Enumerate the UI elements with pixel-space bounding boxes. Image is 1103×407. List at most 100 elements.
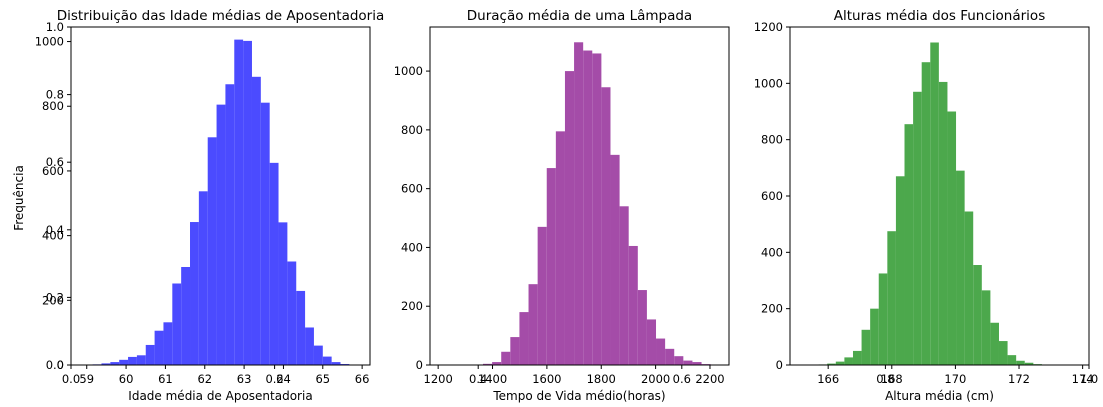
- x-tick-label-2-3: 1600: [532, 372, 561, 386]
- y-tick-label-3-6: 1000: [754, 76, 783, 90]
- y-tick-label-3-2: 200: [761, 302, 783, 316]
- overlay-y-tick-label-6: 1.0: [46, 20, 64, 34]
- histogram-bar-1-9: [163, 322, 173, 365]
- x-tick-label-1-6: 64: [276, 372, 291, 386]
- y-tick-label-2-1: 0: [416, 358, 423, 372]
- y-tick-label-3-4: 600: [761, 189, 783, 203]
- histogram-bar-2-6: [528, 284, 538, 365]
- histogram-bar-1-22: [278, 222, 288, 365]
- overlay-x-tick-label-3: 0.4: [469, 372, 487, 386]
- x-axis-label-3: Altura média (cm): [885, 389, 994, 403]
- x-tick-label-1-3: 61: [158, 372, 173, 386]
- figure-ylabel: Frequência: [12, 165, 26, 231]
- histogram-bar-3-4: [844, 357, 853, 365]
- overlay-x-tick-label-2: 0.2: [265, 372, 283, 386]
- histogram-bar-3-7: [870, 308, 879, 365]
- overlay-y-tick-label-1: 0.0: [46, 358, 64, 372]
- y-tick-label-1-2: 200: [42, 293, 64, 307]
- histogram-bar-2-14: [601, 87, 611, 366]
- y-tick-label-2-2: 200: [401, 299, 423, 313]
- x-tick-label-3-2: 168: [881, 372, 903, 386]
- histogram-bar-2-19: [646, 319, 657, 365]
- y-tick-label-3-1: 0: [776, 358, 783, 372]
- histogram-bar-1-10: [172, 283, 182, 365]
- y-tick-label-1-3: 400: [42, 229, 64, 243]
- histogram-bar-3-23: [1007, 355, 1017, 365]
- histogram-bar-3-9: [887, 231, 896, 365]
- histogram-bar-2-12: [583, 50, 593, 366]
- y-tick-label-1-5: 800: [42, 99, 64, 113]
- histogram-bar-1-4: [119, 359, 129, 365]
- overlay-x-tick-label-6: 1.0: [1080, 372, 1098, 386]
- histogram-bar-3-18: [964, 211, 974, 365]
- x-tick-label-1-5: 63: [237, 372, 252, 386]
- histogram-bar-1-17: [234, 39, 244, 366]
- x-tick-label-2-6: 2200: [695, 372, 724, 386]
- overlay-x-tick-label-1: 0.0: [62, 372, 80, 386]
- histogram-bar-2-21: [665, 348, 675, 365]
- histogram-bar-1-25: [305, 327, 314, 365]
- histogram-bar-2-18: [637, 290, 647, 365]
- histogram-bar-2-13: [592, 53, 602, 365]
- histogram-bar-1-11: [181, 266, 191, 365]
- histogram-bar-2-15: [610, 154, 620, 365]
- overlay-x-tick-label-4: 0.6: [673, 372, 691, 386]
- x-tick-label-1-1: 59: [79, 372, 94, 386]
- y-tick-label-2-3: 400: [401, 240, 423, 254]
- y-tick-label-3-5: 800: [761, 133, 783, 147]
- histogram-bar-1-13: [198, 191, 208, 365]
- y-tick-label-3-7: 1200: [754, 20, 783, 34]
- y-tick-label-1-6: 1000: [35, 35, 64, 49]
- x-tick-label-2-2: 1400: [478, 372, 507, 386]
- y-tick-label-2-6: 1000: [394, 64, 423, 78]
- histogram-bar-1-23: [287, 261, 297, 365]
- histogram-bar-3-21: [990, 322, 999, 365]
- histogram-bar-2-7: [537, 226, 547, 365]
- histogram-bar-1-7: [145, 344, 155, 365]
- x-axis-label-1: Idade média de Aposentadoria: [128, 389, 312, 403]
- histogram-bar-3-12: [913, 91, 922, 366]
- histogram-bar-2-11: [574, 42, 584, 365]
- histogram-bar-2-16: [619, 206, 629, 365]
- histogram-bar-2-20: [656, 338, 666, 365]
- chart-title-2: Duração média de uma Lâmpada: [467, 8, 692, 24]
- histogram-bar-2-24: [692, 362, 702, 365]
- histogram-bar-3-17: [956, 170, 965, 365]
- histogram-bar-3-5: [852, 350, 862, 365]
- histogram-bar-3-24: [1016, 360, 1025, 365]
- histogram-bar-3-15: [938, 81, 948, 366]
- y-tick-label-2-5: 800: [401, 123, 423, 137]
- histogram-bar-2-4: [510, 337, 520, 365]
- histogram-bar-2-9: [555, 131, 565, 365]
- histogram-bar-3-25: [1024, 362, 1034, 365]
- axes-frame-2: [429, 26, 730, 366]
- histogram-bar-2-17: [628, 245, 638, 365]
- histogram-bar-1-20: [260, 102, 270, 365]
- histogram-bar-3-22: [998, 341, 1008, 365]
- x-tick-label-1-2: 60: [119, 372, 134, 386]
- histogram-bar-1-16: [225, 84, 235, 366]
- histogram-bar-3-6: [861, 329, 871, 365]
- histogram-bar-1-8: [154, 330, 164, 365]
- histogram-bar-2-5: [519, 312, 529, 365]
- histogram-bar-1-24: [296, 290, 306, 365]
- histogram-bar-3-14: [930, 42, 939, 365]
- overlay-y-tick-label-3: 0.4: [46, 223, 64, 237]
- chart-title-1: Distribuição das Idade médias de Aposent…: [57, 8, 385, 24]
- histogram-bar-1-18: [243, 40, 252, 365]
- x-tick-label-2-5: 2000: [641, 372, 670, 386]
- chart-title-3: Alturas média dos Funcionários: [834, 8, 1045, 24]
- overlay-x-tick-label-5: 0.8: [876, 372, 894, 386]
- histogram-bar-3-16: [947, 111, 957, 365]
- x-tick-label-3-1: 166: [817, 372, 839, 386]
- histogram-bar-2-2: [492, 362, 502, 365]
- histogram-bar-1-5: [128, 356, 137, 365]
- histogram-bar-1-19: [251, 76, 261, 366]
- histogram-bar-2-1: [483, 363, 493, 365]
- x-tick-label-1-8: 66: [355, 372, 370, 386]
- histogram-bar-1-26: [313, 345, 323, 365]
- histogram-bar-1-27: [322, 356, 332, 365]
- y-tick-label-1-1: 0: [57, 358, 64, 372]
- x-tick-label-1-4: 62: [197, 372, 212, 386]
- histogram-bar-2-10: [564, 71, 575, 365]
